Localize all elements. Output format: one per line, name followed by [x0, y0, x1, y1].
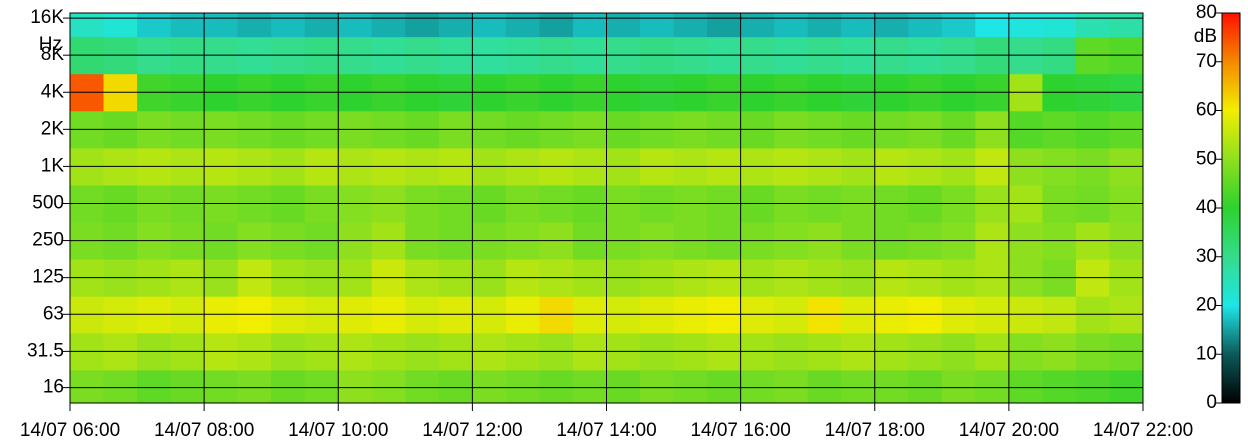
colorbar-tick-label: 10 [1196, 343, 1217, 364]
colorbar-tick-label: 50 [1196, 148, 1217, 169]
y-tick-label: 31.5 [27, 340, 64, 361]
y-tick-label: 1K [41, 155, 65, 176]
colorbar-tick-label: 60 [1196, 100, 1217, 121]
y-tick-label: 63 [43, 303, 64, 324]
colorbar-tick-label: 0 [1206, 392, 1217, 413]
y-axis-label: Hz [39, 34, 62, 55]
colorbar-tick-label: 30 [1196, 246, 1217, 267]
colorbar-tick-label: 80 [1196, 2, 1217, 23]
x-tick-label: 14/07 20:00 [959, 420, 1059, 441]
x-tick-label: 14/07 10:00 [288, 420, 388, 441]
y-tick-label: 125 [32, 267, 64, 288]
colorbar-tick-label: 20 [1196, 295, 1217, 316]
colorbar-label: dB [1194, 26, 1217, 47]
x-tick-label: 14/07 14:00 [556, 420, 656, 441]
x-tick-label: 14/07 12:00 [422, 420, 522, 441]
x-tick-label: 14/07 16:00 [690, 420, 790, 441]
x-tick-label: 14/07 18:00 [825, 420, 925, 441]
y-tick-label: 500 [32, 193, 64, 214]
x-tick-label: 14/07 08:00 [154, 420, 254, 441]
y-tick-label: 4K [41, 81, 65, 102]
colorbar [1222, 13, 1240, 403]
colorbar-tick-label: 70 [1196, 51, 1217, 72]
y-tick-label: 16 [43, 377, 64, 398]
y-tick-label: 16K [30, 7, 64, 28]
chart: 1631.5631252505001K2K4K8K16KHz14/07 06:0… [0, 0, 1248, 443]
y-tick-label: 250 [32, 230, 64, 251]
x-tick-label: 14/07 22:00 [1093, 420, 1193, 441]
colorbar-tick-label: 40 [1196, 197, 1217, 218]
y-tick-label: 2K [41, 118, 65, 139]
x-tick-label: 14/07 06:00 [20, 420, 120, 441]
